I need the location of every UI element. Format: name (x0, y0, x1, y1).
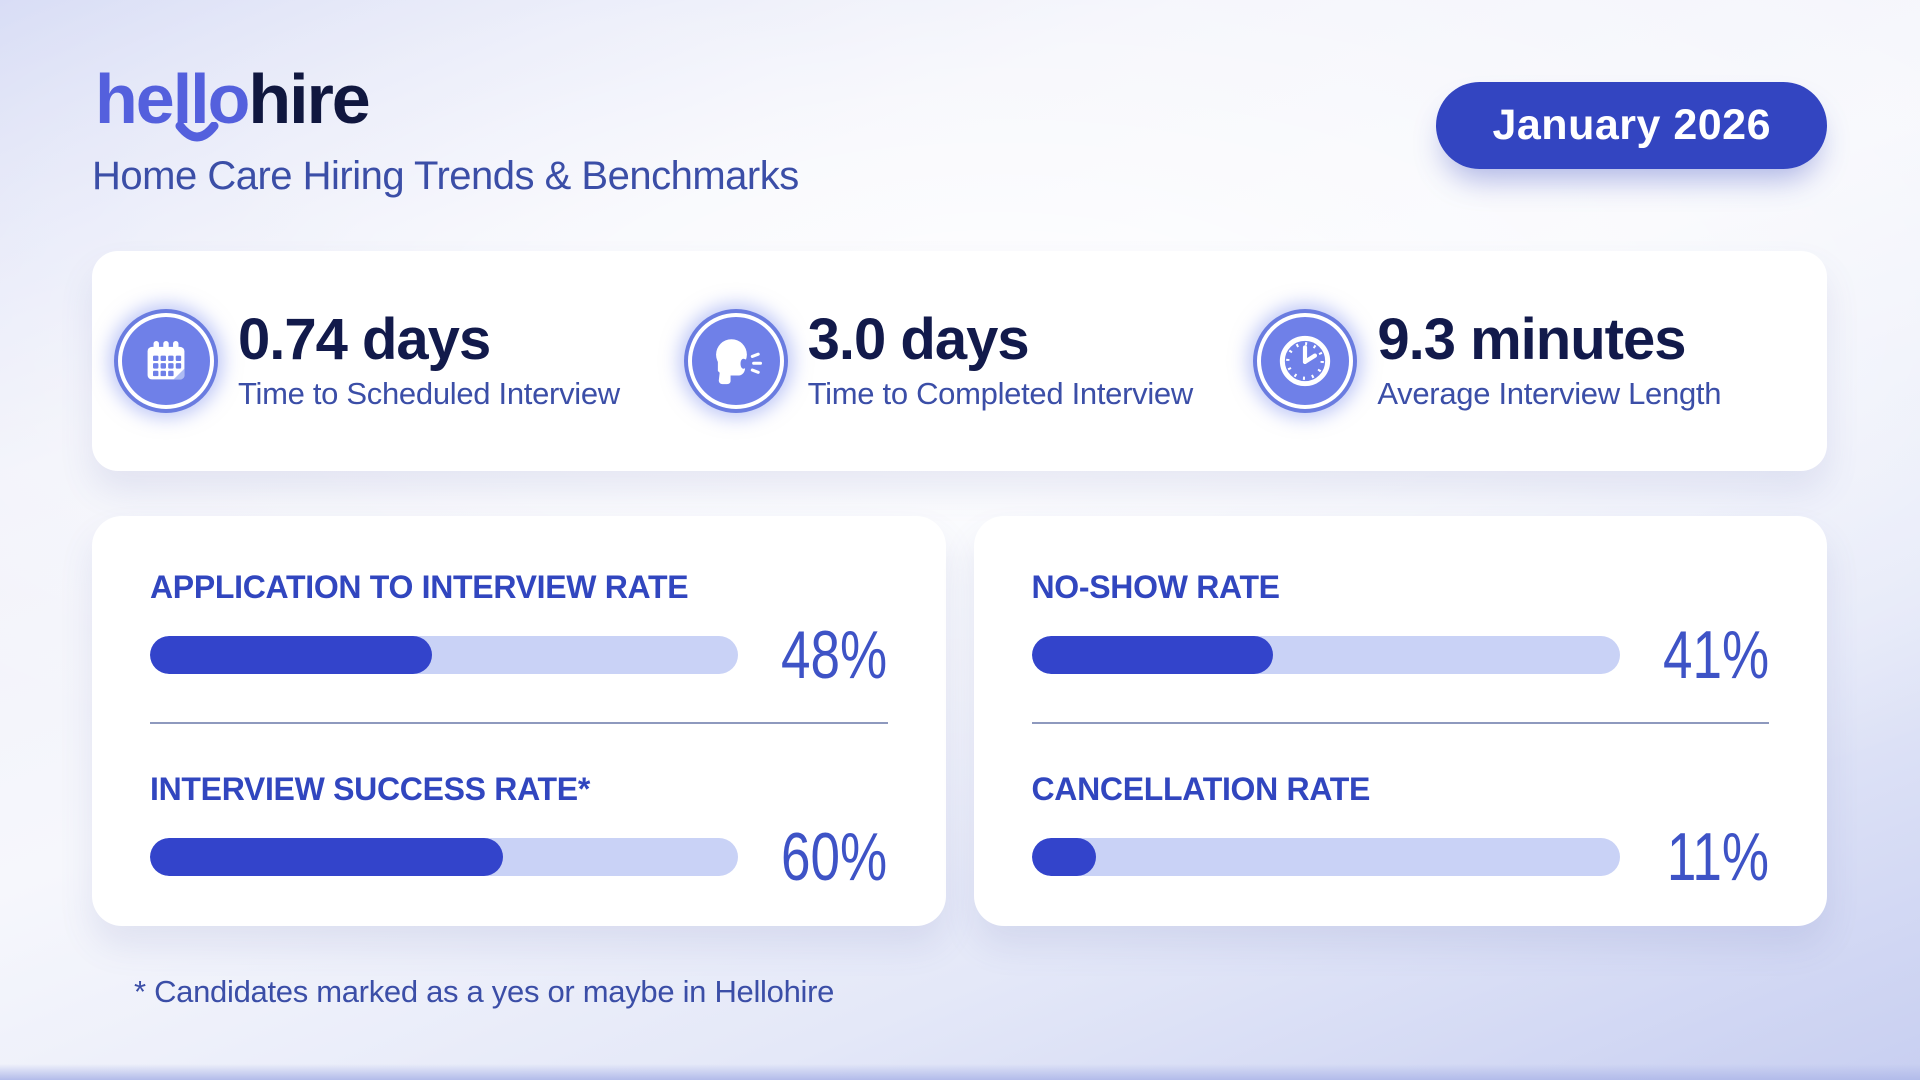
hellohire-logo: hellohire (92, 64, 799, 142)
clock-icon-circle (1257, 313, 1354, 409)
kpi-time-to-completed: 3.0 days Time to Completed Interview (687, 306, 1258, 412)
progress-bar-row: 41% (1031, 617, 1769, 693)
rate-cards-row: APPLICATION TO INTERVIEW RATE 48% INTERV… (92, 516, 1827, 926)
metric-interview-success: INTERVIEW SUCCESS RATE* 60% (150, 771, 888, 895)
rate-card-interviews: APPLICATION TO INTERVIEW RATE 48% INTERV… (92, 516, 946, 926)
speaking-head-icon (715, 339, 762, 385)
progress-fill (150, 838, 503, 876)
progress-track (1031, 838, 1620, 876)
progress-track (1031, 636, 1620, 674)
kpi-time-to-scheduled: 0.74 days Time to Scheduled Interview (118, 310, 688, 412)
speaking-head-icon-circle (687, 313, 784, 409)
kpi-summary-card: 0.74 days Time to Scheduled Interview (92, 251, 1827, 471)
card-divider (150, 722, 888, 724)
kpi-average-length: 9.3 minutes Average Interview Length (1257, 310, 1827, 412)
kpi-value: 9.3 minutes (1377, 306, 1686, 372)
card-divider (1031, 722, 1769, 724)
calendar-icon (147, 340, 185, 380)
footnote: * Candidates marked as a yes or maybe in… (134, 974, 835, 1009)
logo-text-hire: hire (248, 60, 370, 138)
progress-bar-row: 11% (1031, 819, 1769, 895)
kpi-value: 3.0 days (807, 306, 1030, 372)
kpi-label: Time to Scheduled Interview (238, 376, 620, 412)
logo-smile-icon (175, 122, 219, 142)
metric-percent: 11% (1666, 819, 1769, 895)
kpi-label: Time to Completed Interview (807, 376, 1194, 412)
progress-fill (150, 636, 433, 674)
metric-percent: 48% (781, 617, 888, 693)
metric-application-to-interview: APPLICATION TO INTERVIEW RATE 48% (150, 569, 888, 693)
progress-bar-row: 60% (150, 819, 888, 895)
calendar-icon-circle (118, 313, 214, 409)
header: hellohire Home Care Hiring Trends & Benc… (92, 64, 1827, 199)
progress-track (150, 636, 738, 674)
kpi-value: 0.74 days (238, 306, 491, 372)
metric-title: INTERVIEW SUCCESS RATE* (150, 771, 590, 807)
progress-fill (1031, 838, 1097, 876)
logo-text-hello: hello (95, 60, 250, 138)
metric-percent: 60% (781, 819, 888, 895)
metric-no-show: NO-SHOW RATE 41% (1031, 569, 1769, 693)
progress-fill (1031, 636, 1273, 674)
rate-card-attendance: NO-SHOW RATE 41% CANCELLATION RATE 11% (973, 516, 1827, 926)
metric-cancellation: CANCELLATION RATE 11% (1031, 771, 1769, 895)
page-title: Home Care Hiring Trends & Benchmarks (92, 154, 799, 198)
kpi-label: Average Interview Length (1377, 376, 1722, 412)
metric-title: APPLICATION TO INTERVIEW RATE (150, 569, 689, 605)
metric-title: CANCELLATION RATE (1031, 771, 1371, 807)
progress-bar-row: 48% (150, 617, 888, 693)
progress-track (150, 838, 738, 876)
clock-icon (1280, 335, 1331, 387)
period-badge: January 2026 (1436, 82, 1827, 169)
metric-percent: 41% (1662, 617, 1769, 693)
metric-title: NO-SHOW RATE (1031, 569, 1281, 605)
